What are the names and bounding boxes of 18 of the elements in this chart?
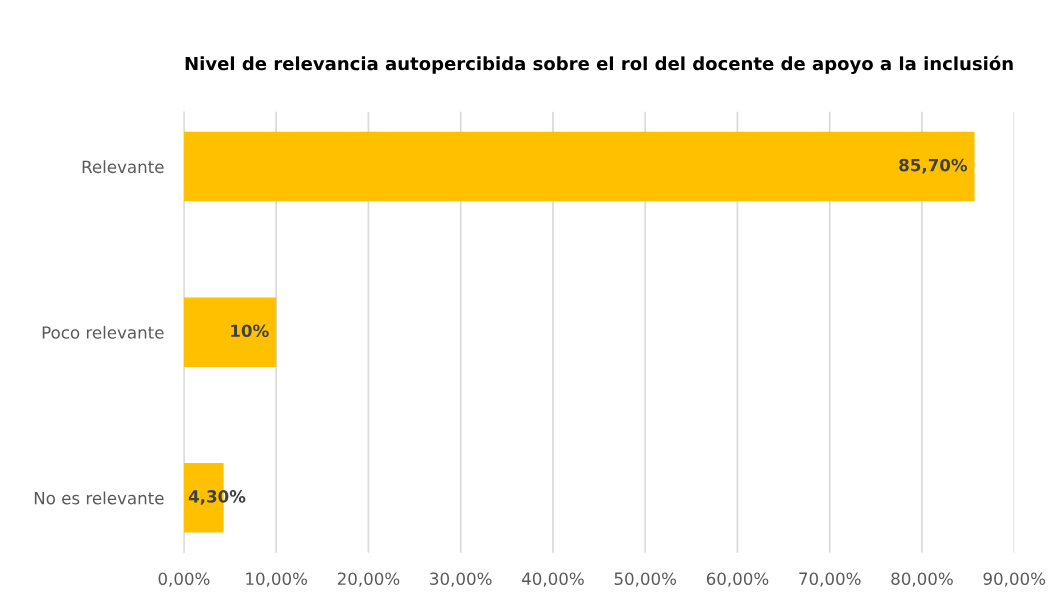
data-label: 10% [231,324,269,338]
x-tick-label: 60,00% [706,572,769,587]
y-tick-label: No es relevante [34,491,164,505]
x-tick-label: 20,00% [337,572,400,587]
x-tick-label: 50,00% [614,572,677,587]
x-tick-label: 10,00% [246,572,308,587]
x-tick-label: 0,00% [158,572,210,587]
x-tick-label: 80,00% [891,572,953,587]
x-tick-label: 70,00% [799,572,861,587]
bar [183,131,975,202]
x-tick-label: 30,00% [430,572,492,587]
bar [183,297,277,367]
y-tick-label: Poco relevante [42,325,164,339]
x-tick-label: 90,00% [983,572,1046,587]
chart-title: Nivel de relevancia autopercibida sobre el rol del docente de apoyo a la inclusión [185,55,1013,74]
y-tick-label: Relevante [82,160,164,174]
x-tick-label: 40,00% [521,572,584,587]
data-label: 85,70% [899,158,968,174]
